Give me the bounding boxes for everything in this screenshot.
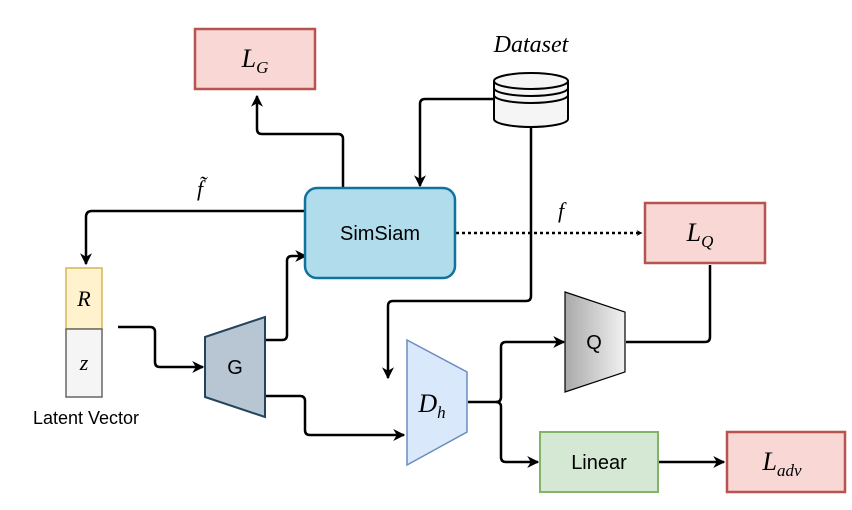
dataset-node: Dataset: [493, 32, 570, 128]
loss-g-label: L: [241, 44, 256, 73]
svg-text:Ladv: Ladv: [761, 447, 801, 480]
dataset-label: Dataset: [493, 32, 570, 58]
label-f-tilde: f̃: [197, 176, 208, 201]
loss-g-box: LG: [193, 27, 317, 91]
svg-text:LQ: LQ: [686, 218, 714, 251]
edge-g-to-simsiam: [265, 250, 308, 342]
loss-q-label: L: [686, 218, 701, 247]
q-trapezoid: Q: [564, 291, 626, 393]
linear-box: Linear: [539, 431, 659, 493]
loss-adv-box: Ladv: [725, 430, 847, 494]
loss-adv-label: L: [761, 447, 776, 476]
edge-g-to-dh: [265, 394, 406, 441]
linear-label: Linear: [571, 452, 627, 474]
latent-vector: R z Latent Vector: [33, 267, 139, 428]
discriminator-label: D: [417, 389, 437, 418]
database-icon: [493, 72, 569, 128]
edge-dataset-to-dh: [382, 127, 533, 380]
generator-trapezoid: G: [204, 315, 266, 419]
loss-q-subscript: Q: [701, 232, 713, 251]
edge-simsiam-to-lg: [251, 94, 345, 188]
latent-z-label: z: [79, 350, 89, 375]
edge-simsiam-to-r: [80, 209, 305, 266]
generator-label: G: [227, 357, 243, 379]
simsiam-box: SimSiam: [303, 186, 457, 280]
svg-text:Dh: Dh: [417, 389, 445, 422]
svg-text:LG: LG: [241, 44, 269, 77]
edge-latent-to-g: [118, 325, 205, 373]
loss-adv-subscript: adv: [777, 461, 802, 480]
edge-dh-to-q: [468, 336, 566, 404]
discriminator-subscript: h: [437, 403, 446, 422]
latent-r-cell: [65, 267, 103, 330]
latent-caption: Latent Vector: [33, 408, 139, 428]
latent-r-label: R: [76, 286, 91, 311]
loss-g-subscript: G: [256, 58, 268, 77]
edge-dataset-to-simsiam: [414, 97, 494, 188]
simsiam-label: SimSiam: [340, 223, 420, 245]
latent-z-cell: [65, 328, 103, 398]
label-f: f: [558, 198, 567, 223]
edge-dh-to-linear: [495, 400, 540, 468]
loss-q-box: LQ: [643, 201, 767, 265]
discriminator-trapezoid: Dh: [406, 338, 468, 467]
edge-q-to-lq: [626, 265, 712, 344]
q-label: Q: [586, 332, 602, 354]
